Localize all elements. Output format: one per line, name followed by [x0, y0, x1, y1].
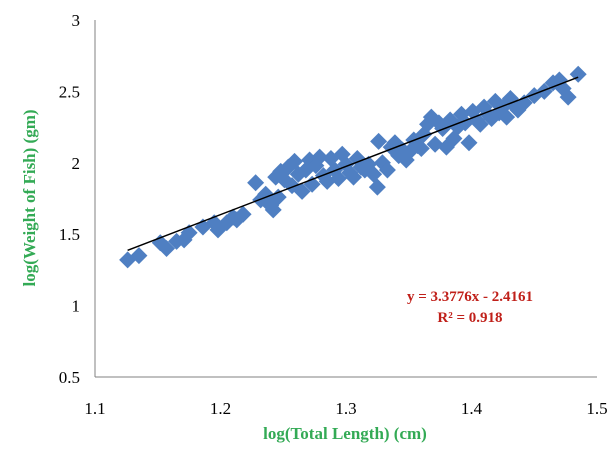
y-tick-label: 2.5 — [59, 82, 80, 101]
data-point — [158, 239, 176, 257]
data-point — [368, 178, 386, 196]
trend-layer — [127, 76, 579, 252]
trendline — [127, 76, 579, 252]
data-point — [378, 161, 396, 179]
y-tick-label: 3 — [72, 11, 81, 30]
ticks-layer: 1.1 1.2 1.3 1.4 1.5 0.5 1 1.5 2 2.5 3 — [59, 11, 608, 418]
points-layer — [119, 65, 587, 269]
trendline-equation: y = 3.3776x - 2.4161 — [407, 289, 533, 305]
data-point — [441, 111, 459, 129]
y-tick-label: 1.5 — [59, 225, 80, 244]
data-point — [286, 152, 304, 170]
data-point — [471, 115, 489, 133]
data-point — [460, 134, 478, 152]
x-axis-title: log(Total Length) (cm) — [263, 424, 427, 443]
data-point — [264, 201, 282, 219]
trendline-r-squared: R² = 0.918 — [437, 310, 502, 326]
y-tick-label: 1 — [72, 297, 81, 316]
data-point — [501, 90, 519, 108]
data-point — [370, 132, 388, 150]
data-point — [247, 174, 265, 192]
data-point — [329, 170, 347, 188]
y-tick-label: 2 — [72, 154, 81, 173]
data-point — [293, 182, 311, 200]
data-point — [345, 168, 363, 186]
data-point — [234, 205, 252, 223]
data-point — [303, 175, 321, 193]
data-point — [311, 148, 329, 166]
data-point — [498, 108, 516, 126]
x-tick-label: 1.5 — [586, 399, 607, 418]
data-point — [535, 82, 553, 100]
data-point — [412, 140, 430, 158]
x-tick-label: 1.2 — [210, 399, 231, 418]
data-point — [269, 188, 287, 206]
y-axis-title: log(Weight of Fish) (gm) — [20, 109, 39, 286]
axes-layer — [94, 20, 597, 378]
x-tick-label: 1.4 — [461, 399, 483, 418]
data-point — [365, 165, 383, 183]
data-point — [130, 247, 148, 265]
x-tick-label: 1.3 — [335, 399, 356, 418]
data-point — [559, 88, 577, 106]
data-point — [515, 94, 533, 112]
y-tick-label: 0.5 — [59, 368, 80, 387]
x-tick-label: 1.1 — [84, 399, 105, 418]
